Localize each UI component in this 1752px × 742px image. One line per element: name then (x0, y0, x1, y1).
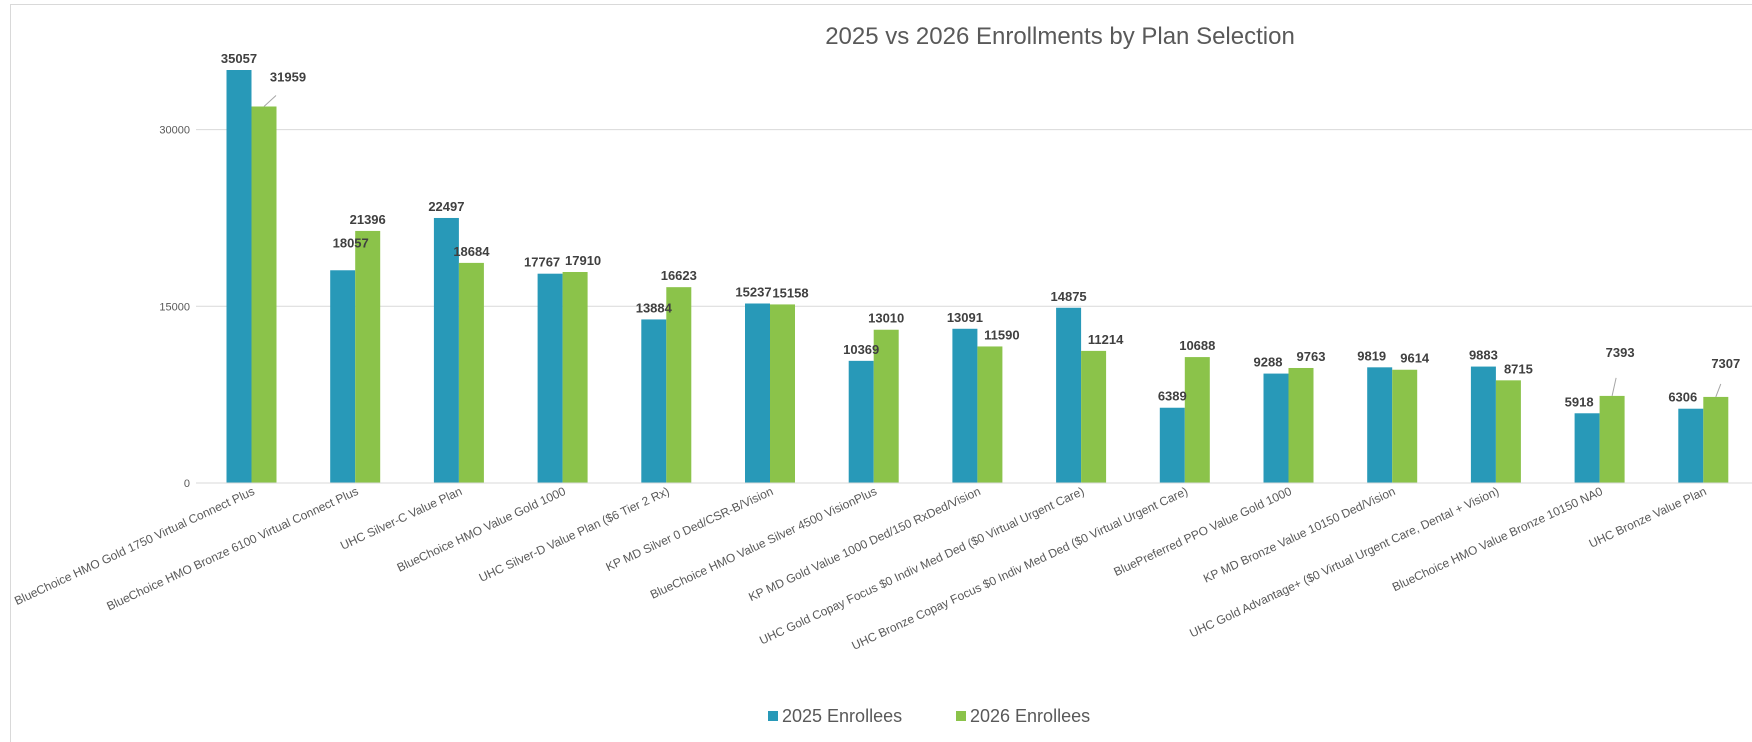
x-tick-label: BlueChoice HMO Value Gold 1000 (395, 484, 568, 575)
bar-2026-0 (251, 106, 277, 484)
bar-2025-13 (1574, 413, 1600, 483)
bar-2025-1 (330, 270, 356, 483)
legend-label: 2025 Enrollees (782, 706, 902, 726)
data-label: 31959 (270, 69, 306, 84)
bar-2025-0 (226, 70, 252, 483)
leader-line (1715, 383, 1722, 398)
x-tick-label: KP MD Bronze Value 10150 Ded/Vision (1201, 484, 1397, 585)
bar-2025-11 (1367, 367, 1393, 483)
bar-2026-11 (1392, 369, 1418, 483)
bar-2026-3 (562, 272, 588, 483)
bar-2025-7 (952, 328, 978, 483)
data-label: 9763 (1297, 349, 1326, 364)
data-label: 10369 (843, 342, 879, 357)
data-label: 8715 (1504, 361, 1533, 376)
bar-2026-13 (1599, 395, 1625, 483)
data-label: 13884 (636, 300, 673, 315)
bar-2026-5 (770, 304, 795, 483)
data-label: 16623 (661, 268, 697, 283)
x-tick-label: BluePreferred PPO Value Gold 1000 (1112, 484, 1295, 579)
legend-label: 2026 Enrollees (970, 706, 1090, 726)
bar-2026-2 (458, 262, 484, 483)
data-label: 9614 (1400, 351, 1430, 366)
bar-2025-5 (745, 303, 770, 483)
data-label: 7307 (1711, 356, 1740, 371)
bar-2026-8 (1081, 350, 1107, 483)
bar-2025-8 (1056, 307, 1082, 483)
bar-2025-9 (1159, 407, 1185, 483)
data-label: 18057 (333, 235, 369, 250)
legend-swatch-2026 (956, 711, 966, 721)
data-label: 21396 (350, 212, 386, 227)
bar-2026-6 (873, 329, 899, 483)
x-tick-label: KP MD Silver 0 Ded/CSR-B/Vision (604, 484, 776, 574)
data-label: 7393 (1606, 345, 1635, 360)
data-label: 10688 (1179, 338, 1215, 353)
y-axis: 0 15000 30000 (159, 125, 190, 490)
data-label: 15158 (772, 285, 808, 300)
bar-2026-14 (1703, 396, 1729, 483)
bar-2026-1 (355, 230, 381, 483)
data-label: 6306 (1668, 390, 1697, 405)
bar-2026-12 (1495, 380, 1521, 483)
data-label: 5918 (1565, 394, 1594, 409)
chart-area-border (10, 4, 1752, 742)
bar-2026-10 (1288, 367, 1314, 483)
data-label: 22497 (428, 199, 464, 214)
data-label: 6389 (1158, 389, 1187, 404)
x-axis: BlueChoice HMO Gold 1750 Virtual Connect… (12, 482, 1752, 653)
data-label: 11214 (1088, 332, 1124, 347)
bar-2025-2 (433, 217, 459, 483)
data-label: 15237 (735, 284, 771, 299)
bar-2025-10 (1263, 373, 1289, 483)
bar-2026-7 (977, 346, 1003, 483)
leader-line (1611, 377, 1617, 397)
data-label: 9883 (1469, 348, 1498, 363)
bar-2026-9 (1184, 357, 1210, 483)
data-label: 13010 (868, 311, 904, 326)
data-label: 9288 (1254, 355, 1283, 370)
bar-2025-14 (1678, 408, 1704, 483)
x-tick-label: BlueChoice HMO Value Bronze 10150 NA0 (1390, 484, 1605, 594)
data-label: 13091 (947, 310, 983, 325)
leader-line (263, 95, 277, 107)
bar-2025-6 (848, 360, 874, 483)
data-label: 35057 (221, 51, 257, 66)
data-label: 14875 (1051, 289, 1087, 304)
data-label: 9819 (1357, 348, 1386, 363)
data-labels: 35057 31959 18057 21396 22497 18684 17767 17910… (221, 51, 1740, 409)
bars (226, 70, 1729, 484)
x-tick-label: UHC Silver-D Value Plan ($6 Tier 2 Rx) (477, 484, 672, 585)
data-label: 17767 (524, 255, 560, 270)
bar-2025-3 (537, 273, 563, 483)
data-label: 11590 (984, 327, 1019, 342)
legend: 2025 Enrollees 2026 Enrollees (768, 706, 1090, 726)
data-label: 18684 (453, 244, 490, 259)
data-label: 17910 (565, 253, 601, 268)
y-tick-label: 0 (184, 478, 190, 490)
y-tick-label: 15000 (159, 301, 190, 313)
legend-swatch-2025 (768, 711, 778, 721)
chart-title: 2025 vs 2026 Enrollments by Plan Selecti… (825, 23, 1295, 50)
bar-2025-12 (1470, 366, 1496, 483)
x-tick-label: UHC Bronze Value Plan (1587, 484, 1709, 551)
y-tick-label: 30000 (159, 125, 190, 137)
bar-2026-4 (666, 287, 692, 483)
bar-2025-4 (641, 319, 667, 483)
